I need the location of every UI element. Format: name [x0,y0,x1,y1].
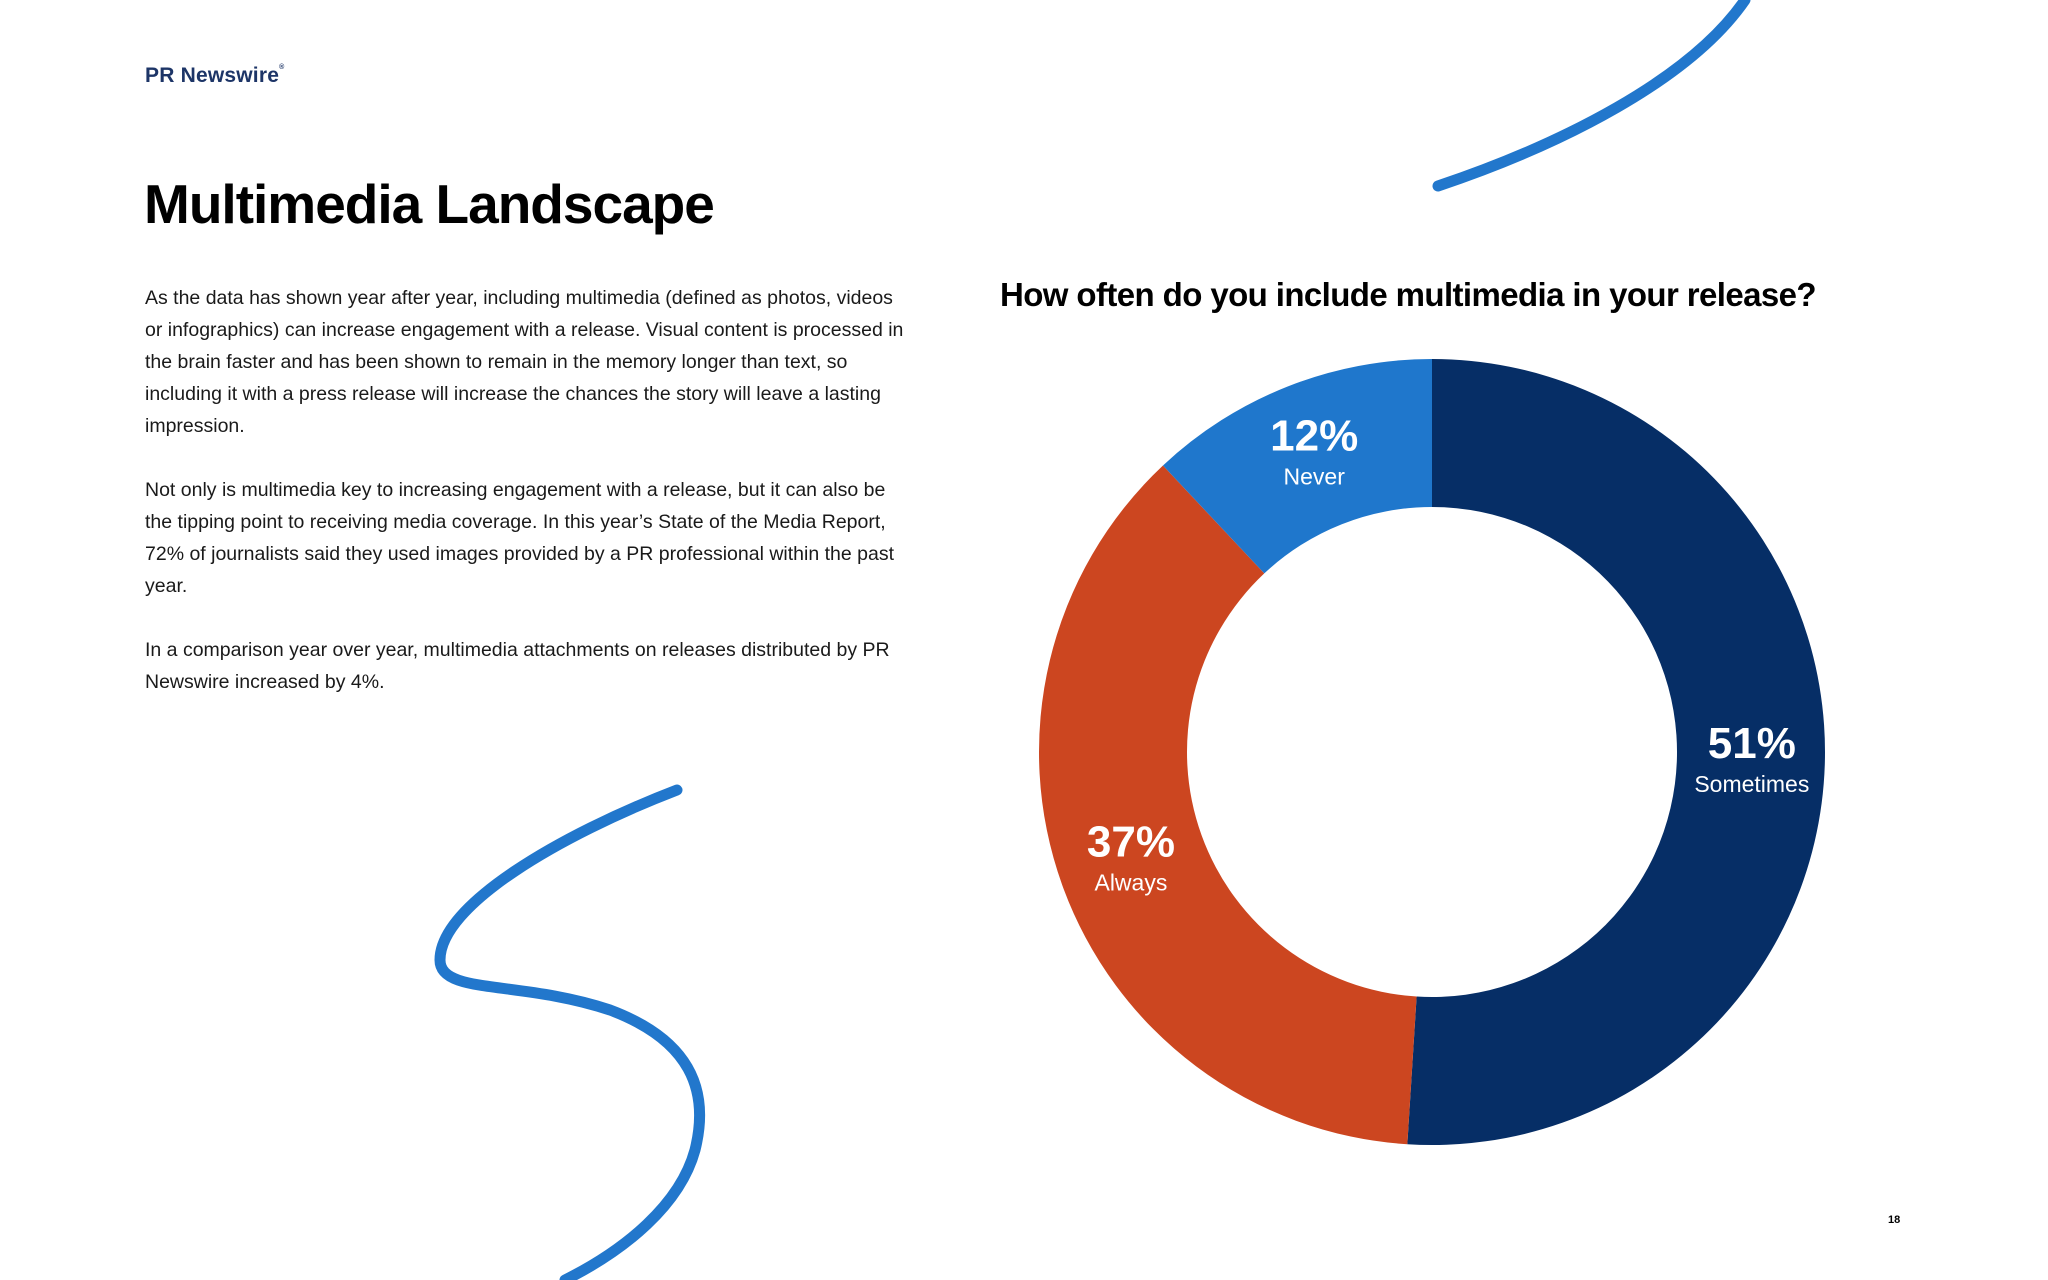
category-label-always: Always [1094,869,1167,895]
donut-slice-sometimes [1407,359,1826,1145]
body-paragraph-3: In a comparison year over year, multimed… [145,639,890,693]
donut-labels: 51% Sometimes 37% Always 12% Never [1087,411,1809,895]
category-label-sometimes: Sometimes [1694,771,1809,797]
registered-mark: ® [279,64,285,71]
chart-title: How often do you include multimedia in y… [1000,276,1817,313]
data-label-sometimes: 51% [1708,719,1796,768]
body-paragraph-1: As the data has shown year after year, i… [145,287,904,437]
donut-slices [1039,359,1826,1145]
donut-slice-never [1162,359,1432,574]
body-paragraph-2: Not only is multimedia key to increasing… [145,479,894,597]
donut-slice-always [1039,465,1417,1145]
page-number: 18 [1888,1214,1901,1226]
data-label-never: 12% [1270,411,1358,460]
data-label-always: 37% [1087,817,1175,866]
logo-text: PR Newswire [145,64,280,87]
body-text: As the data has shown year after year, i… [145,282,905,730]
category-label-never: Never [1284,463,1346,489]
pr-newswire-logo: PR Newswire® [145,64,284,88]
page-title: Multimedia Landscape [144,173,715,235]
